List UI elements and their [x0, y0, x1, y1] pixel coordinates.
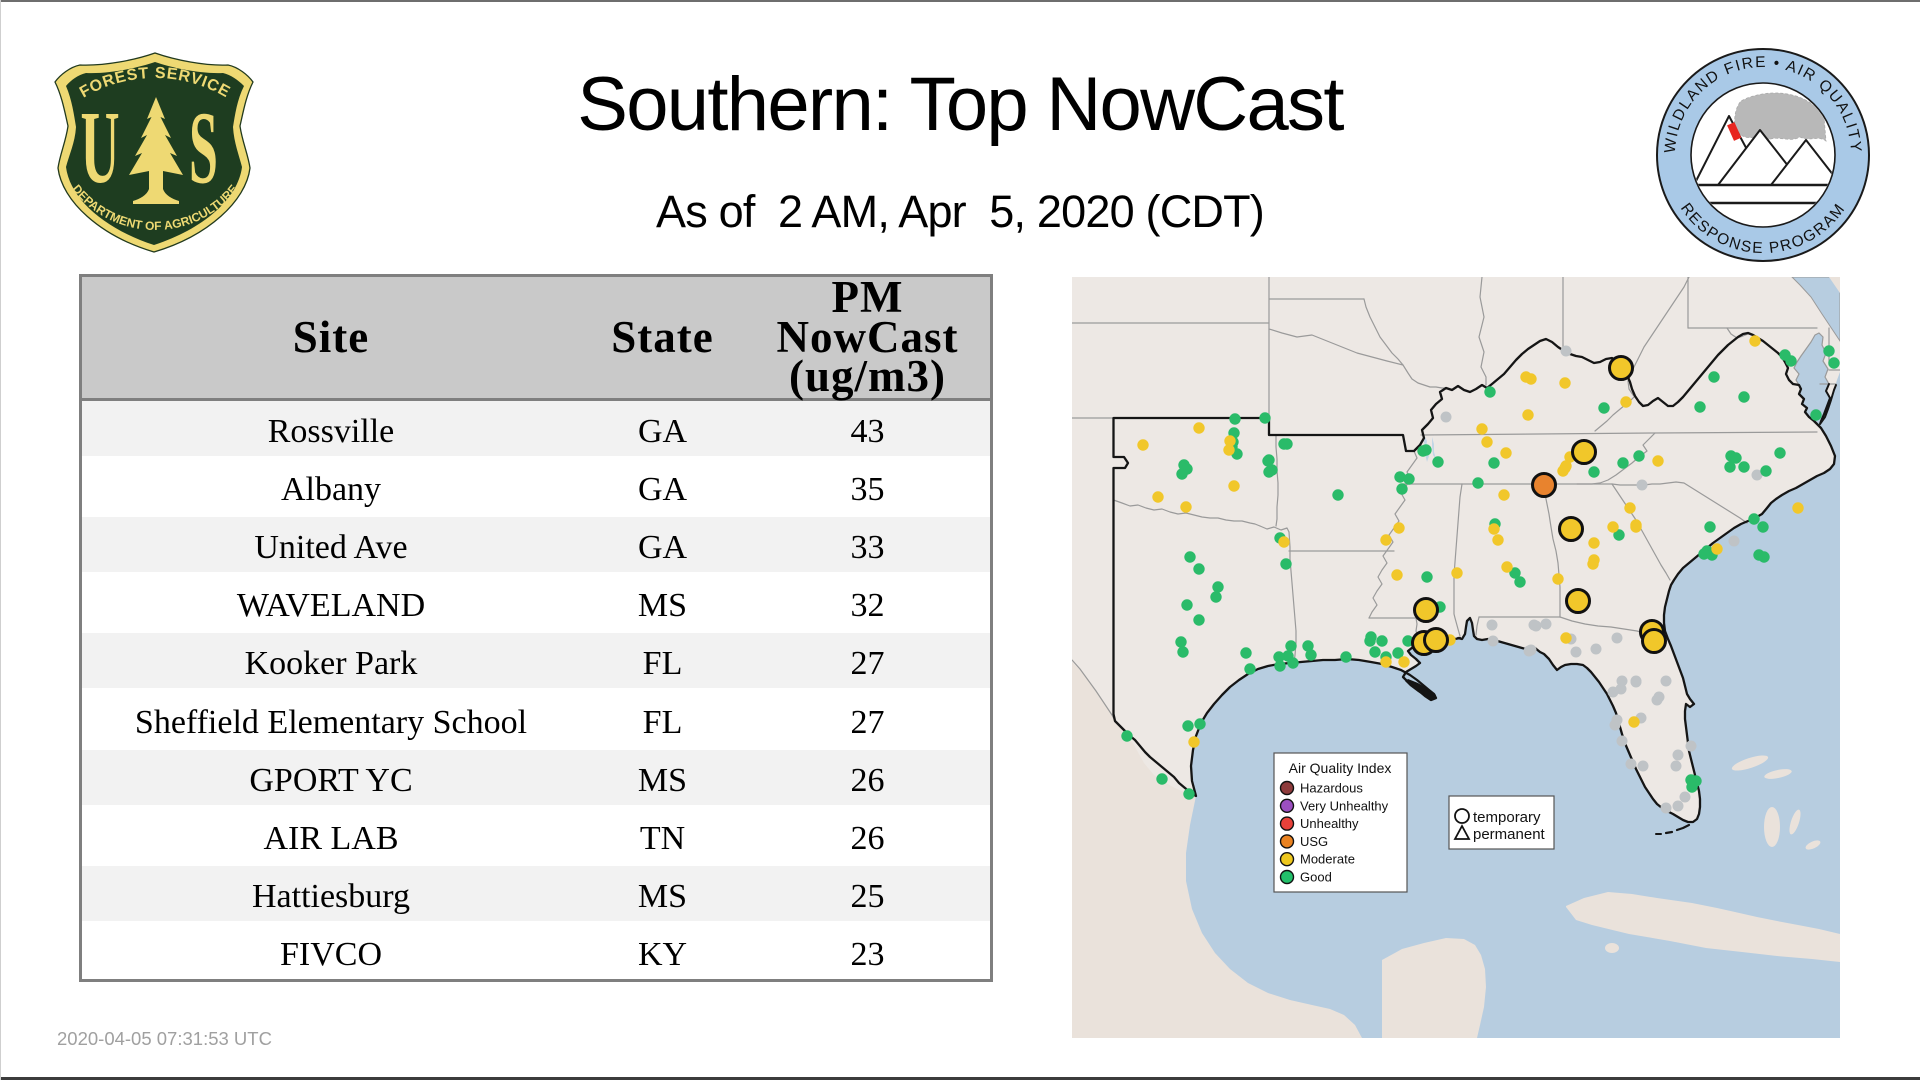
svg-text:temporary: temporary [1473, 809, 1541, 826]
svg-text:USG: USG [1300, 834, 1328, 849]
svg-text:Very Unhealthy: Very Unhealthy [1300, 798, 1389, 813]
svg-text:permanent: permanent [1473, 826, 1546, 843]
svg-text:Unhealthy: Unhealthy [1300, 816, 1359, 831]
svg-text:Hazardous: Hazardous [1300, 781, 1363, 796]
svg-text:Moderate: Moderate [1300, 852, 1355, 867]
svg-text:U: U [80, 89, 119, 204]
svg-text:Good: Good [1300, 870, 1332, 885]
svg-text:S: S [189, 90, 218, 205]
svg-text:Air Quality Index: Air Quality Index [1289, 760, 1392, 776]
